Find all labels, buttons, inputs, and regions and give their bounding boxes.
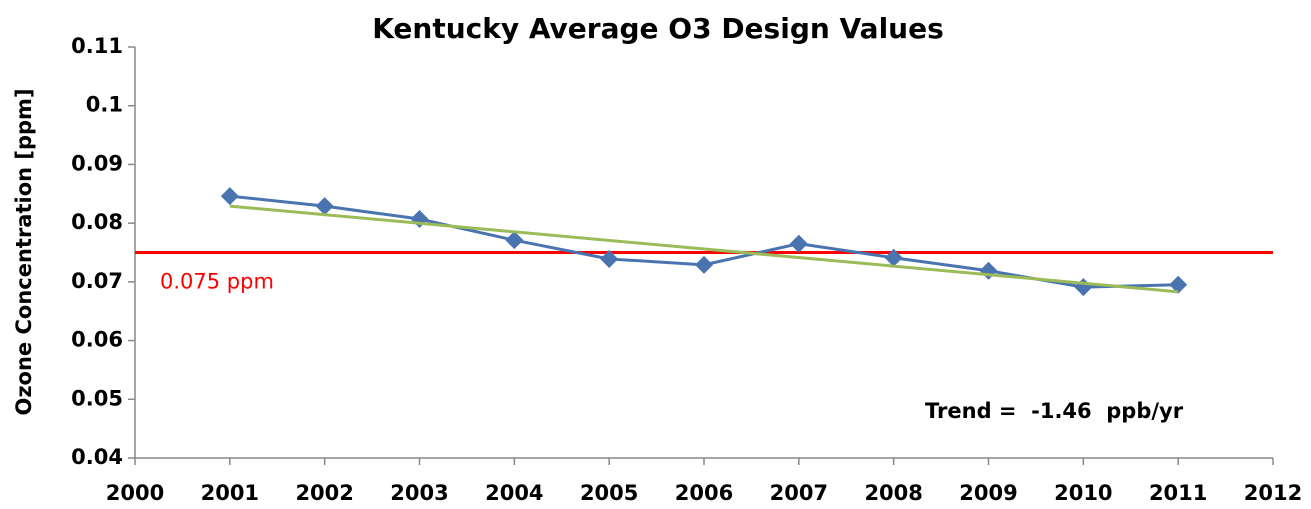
x-tick-label: 2009 (959, 481, 1017, 505)
x-tick-label: 2007 (770, 481, 828, 505)
x-tick-label: 2005 (580, 481, 638, 505)
data-marker (1074, 278, 1093, 297)
x-tick-label: 2004 (485, 481, 543, 505)
trend-line (229, 204, 1179, 294)
x-tick-label: 2012 (1244, 481, 1302, 505)
data-marker (884, 248, 903, 267)
data-marker (695, 255, 713, 274)
y-tick-label: 0.08 (71, 210, 123, 234)
data-marker (789, 234, 808, 253)
data-marker (1169, 275, 1188, 294)
y-axis-label: Ozone Concentration [ppm] (12, 88, 36, 415)
y-tick-label: 0.04 (71, 445, 123, 469)
y-tick-label: 0.1 (86, 93, 123, 117)
data-marker (600, 249, 619, 268)
x-tick-label: 2010 (1054, 481, 1112, 505)
data-marker (505, 231, 524, 250)
x-tick-label: 2011 (1149, 481, 1207, 505)
x-tick-label: 2001 (201, 481, 259, 505)
x-tick-label: 2006 (675, 481, 733, 505)
chart-title: Kentucky Average O3 Design Values (372, 12, 944, 45)
x-tick-label: 2000 (106, 481, 164, 505)
y-tick-label: 0.11 (71, 34, 123, 58)
x-tick-label: 2003 (390, 481, 448, 505)
data-marker (220, 187, 239, 206)
x-tick-label: 2002 (295, 481, 353, 505)
y-tick-label: 0.05 (71, 386, 123, 410)
y-tick-label: 0.09 (71, 151, 123, 175)
reference-label: 0.075 ppm (160, 270, 274, 294)
x-tick-label: 2008 (864, 481, 922, 505)
y-tick-label: 0.07 (71, 269, 123, 293)
data-marker (979, 261, 998, 280)
trend-annotation: Trend = -1.46 ppb/yr (925, 399, 1184, 423)
data-marker (315, 197, 334, 216)
y-tick-label: 0.06 (71, 328, 123, 352)
